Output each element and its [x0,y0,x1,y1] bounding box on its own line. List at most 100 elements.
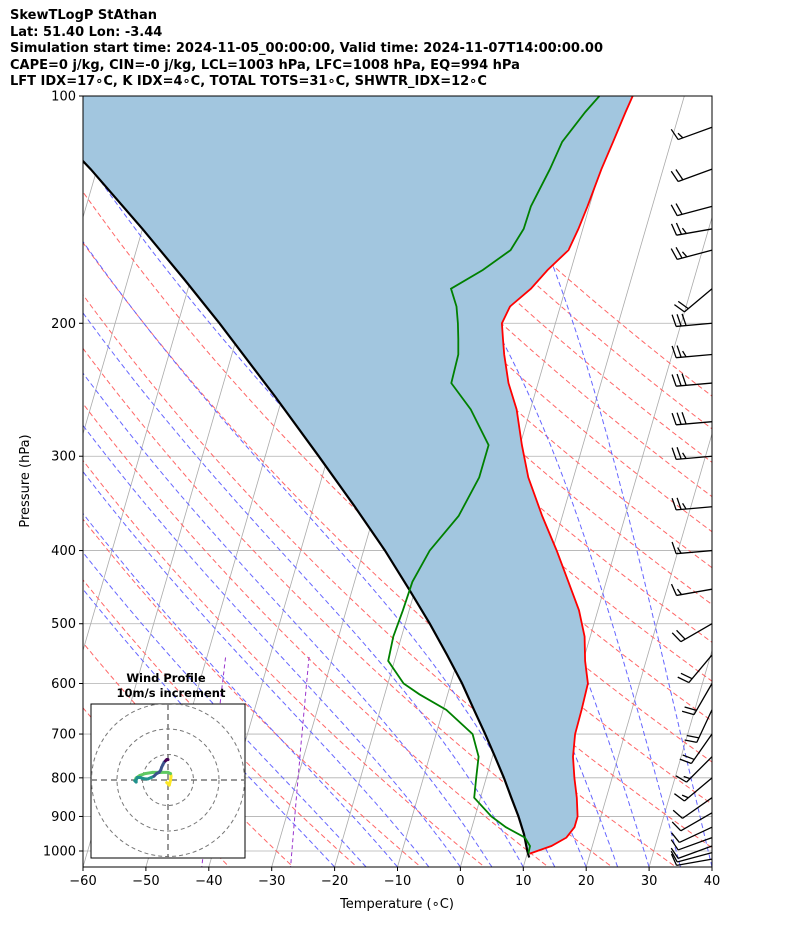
wind-barb-feather [679,758,692,765]
stability-indices: CAPE=0 j/kg, CIN=-0 j/kg, LCL=1003 hPa, … [10,57,520,73]
wind-barb-staff [677,249,713,261]
wind-barb-feather [681,794,689,799]
wind-barb-feather [684,706,697,711]
isotherm-line [648,648,712,867]
wind-barb-feather [677,300,689,310]
wind-barb-feather [670,853,678,866]
wind-barb-feather [671,498,677,511]
moist-adiabat-line [83,424,461,867]
wind-barb-staff [677,126,713,141]
wind-barb-feather [676,497,682,510]
moist-adiabat-line [83,512,398,867]
wind-barb [670,168,713,183]
x-tick-label: 20 [578,874,595,889]
wind-barb [684,709,713,744]
simulation-times: Simulation start time: 2024-11-05_00:00:… [10,41,603,57]
wind-barb-staff [686,756,713,783]
wind-barb [679,733,713,765]
wind-barb [677,654,713,684]
wind-barb-feather [671,541,677,554]
wind-barb-staff [676,858,713,866]
x-tick-label: −10 [384,874,411,889]
wind-barb [671,345,713,359]
wind-barb [672,797,713,819]
x-tick-label: −50 [132,874,159,889]
wind-barb [671,623,713,643]
wind-barb-staff [696,709,713,743]
wind-barb-staff [688,654,713,683]
wind-barb [675,756,713,783]
wind-barb-feather [670,170,679,182]
dry-adiabat-line [344,96,712,430]
wind-barb [671,541,713,555]
moist-adiabat-line [328,96,681,867]
dry-adiabat-line [83,459,486,867]
wind-barb-feather [676,314,682,327]
wind-barb-feather [676,447,682,460]
wind-barb-feather [677,132,684,139]
wind-barb-feather [670,839,679,851]
y-tick-label: 600 [51,677,76,692]
wind-barb [670,853,713,866]
wind-barb-staff [676,322,713,328]
wind-barb-feather [676,345,682,358]
temperature-profile-line [500,96,634,855]
wind-barb-staff [680,623,713,643]
hodograph-inset: Wind Profile 10m/s increment [90,671,246,859]
x-tick-label: 30 [641,874,658,889]
mixing-ratio-line [290,654,310,867]
wind-barb-feather [681,313,687,326]
wind-barb-staff [677,168,713,183]
wind-barb-staff [693,683,713,716]
wind-barb-feather [681,251,688,258]
wind-barb-feather [682,452,687,459]
x-tick-label: −60 [69,874,96,889]
wind-barb-feather [686,734,700,739]
thermo-indices: LFT IDX=17∘C, K IDX=4∘C, TOTAL TOTS=31∘C… [10,74,487,90]
wind-barb-staff [676,549,713,555]
wind-barb-feather [675,169,684,181]
moist-adiabat-line [471,96,712,867]
wind-barb-feather [682,502,687,510]
negative-area-shading [83,96,633,854]
wind-barb-staff [677,837,713,851]
wind-barb-feather [677,676,690,684]
wind-barb-feather [682,350,687,358]
location-coordinates: Lat: 51.40 Lon: -3.44 [10,24,163,40]
x-axis-label: Temperature (∘C) [339,897,454,912]
isotherm-line [711,865,712,867]
wind-barb-feather [671,832,680,843]
wind-barb-staff [676,228,713,236]
chart-axes: −60 −50 −40 −30 −20 −10 0 10 20 30 40 1000 900 800 700… [43,90,720,890]
x-tick-label: −40 [195,874,222,889]
wind-barb-feather [670,850,678,863]
wind-barb-feather [672,809,683,819]
y-tick-label: 500 [51,617,76,632]
wind-barb-staff [677,845,713,859]
x-tick-label: 0 [456,874,464,889]
x-tick-label: 10 [515,874,532,889]
wind-barb-feather [671,374,677,387]
wind-barb-staff [677,205,713,217]
dry-adiabat-line [83,579,358,867]
y-tick-label: 400 [51,544,76,559]
wind-barb-feather [671,632,682,643]
wind-barb-feather [682,754,695,761]
chart-title: SkewTLogP StAthan [10,8,158,23]
wind-barb-feather [670,128,679,140]
wind-barb-feather [684,739,697,744]
wind-barb [670,837,713,851]
wind-barb [681,683,713,716]
wind-barb-feather [671,412,677,426]
wind-barb-feather [670,583,678,596]
wind-barb-feather [675,775,687,783]
wind-barb-feather [676,588,682,595]
isotherm-line [585,432,712,867]
wind-barb-feather [681,373,687,386]
wind-barb-feather [681,412,687,425]
sounding-profiles [83,96,634,858]
wind-barb-feather [670,248,678,260]
wind-barb-staff [684,288,713,313]
isotherm-line [772,96,794,876]
